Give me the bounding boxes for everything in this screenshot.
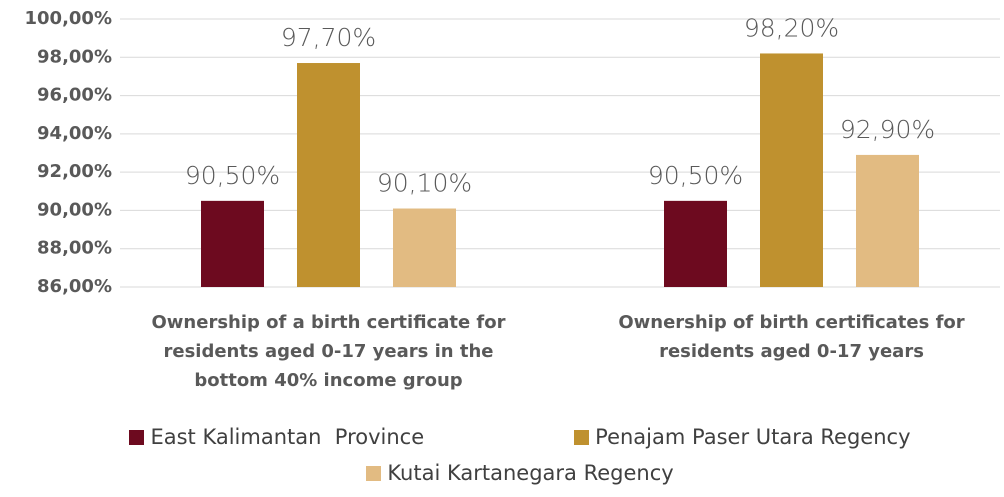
- y-tick-label: 88,00%: [37, 238, 112, 259]
- legend-swatch: [366, 465, 382, 481]
- legend-swatch: [129, 429, 145, 445]
- y-tick-label: 90,00%: [37, 199, 112, 220]
- bar: [393, 208, 456, 287]
- bar: [297, 63, 360, 288]
- value-label: 98,20%: [744, 13, 839, 42]
- legend-label: Penajam Paser Utara Regency: [595, 425, 911, 449]
- y-tick-label: 92,00%: [37, 161, 112, 182]
- y-tick-label: 86,00%: [37, 276, 112, 297]
- value-label: 92,90%: [840, 115, 935, 144]
- legend-label: East Kalimantan Province: [150, 425, 425, 449]
- x-tick-label: Ownership of birth certificates for resi…: [618, 312, 965, 362]
- legend-item: East Kalimantan Province: [129, 425, 424, 449]
- y-tick-label: 94,00%: [37, 123, 112, 144]
- y-tick-label: 98,00%: [37, 46, 112, 67]
- value-label: 90,50%: [185, 161, 280, 190]
- legend-item: Kutai Kartanegara Regency: [366, 461, 674, 485]
- bar: [760, 53, 823, 288]
- bar: [664, 200, 727, 287]
- legend-label: Kutai Kartanegara Regency: [387, 461, 674, 485]
- legend-swatch: [574, 429, 590, 445]
- legend: East Kalimantan Province Penajam Paser Ut…: [60, 425, 980, 485]
- bar: [201, 200, 264, 287]
- legend-item: Penajam Paser Utara Regency: [574, 425, 911, 449]
- value-label: 90,10%: [377, 169, 472, 198]
- y-tick-label: 96,00%: [37, 85, 112, 106]
- y-tick-label: 100,00%: [25, 8, 113, 29]
- bar: [856, 154, 919, 287]
- x-tick-label: Ownership of a birth certificate for res…: [151, 312, 506, 391]
- value-label: 90,50%: [648, 161, 743, 190]
- value-label: 97,70%: [281, 23, 376, 52]
